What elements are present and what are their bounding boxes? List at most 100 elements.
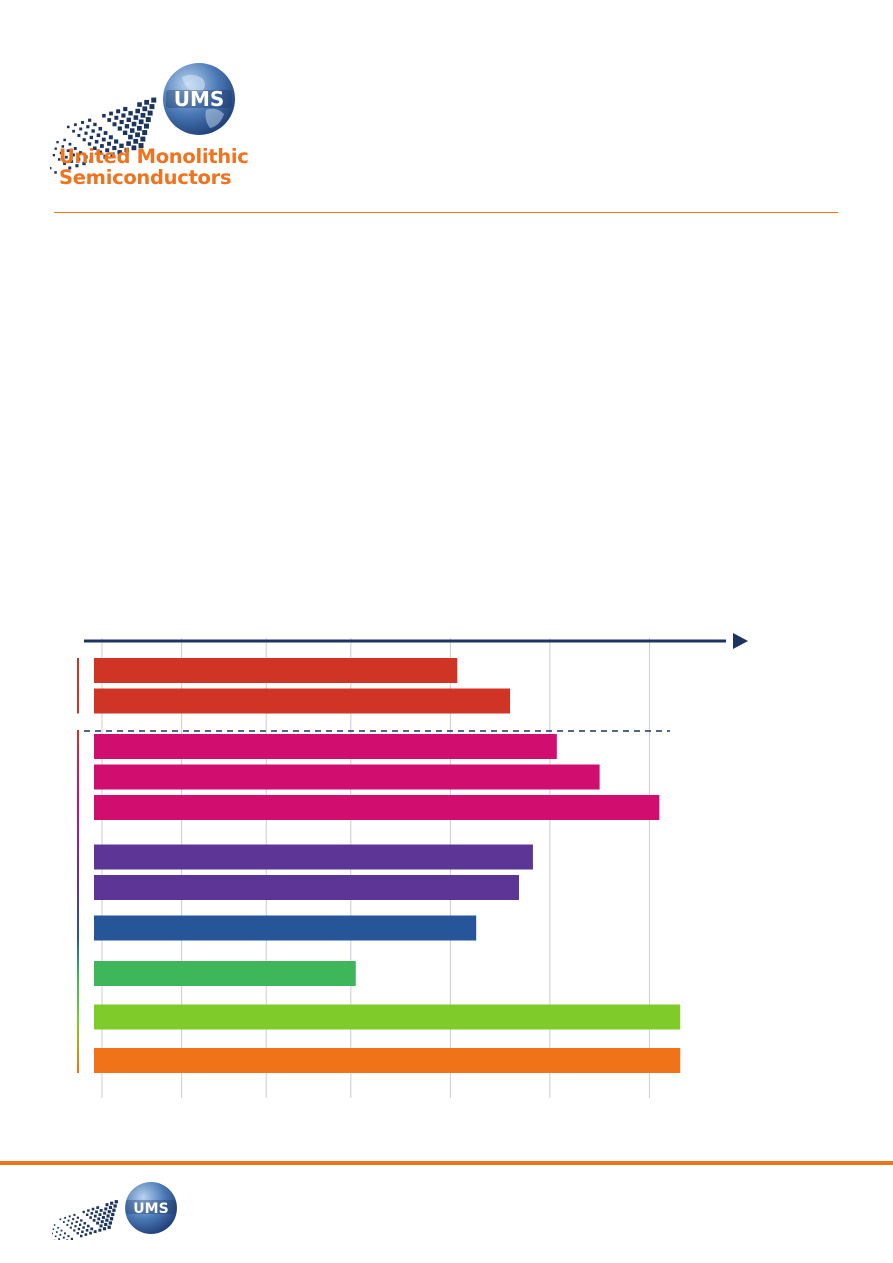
logo-dot-78 (93, 1230, 97, 1234)
logo-dot-41 (83, 1222, 87, 1225)
logo-dot-53 (82, 1226, 85, 1229)
logo-dot-55 (96, 1221, 100, 1225)
logo-dot-59 (64, 155, 68, 159)
logo-dot-18 (128, 111, 133, 116)
logo-dot-30 (93, 1214, 97, 1218)
logo-dot-39 (74, 1225, 77, 1228)
logo-dot-11 (53, 1224, 56, 1226)
logo-dot-49 (59, 1233, 62, 1236)
logo-dot-47 (59, 151, 63, 155)
logo-text-small: UMS (133, 1201, 168, 1217)
header-divider (54, 212, 838, 213)
logo-dot-78 (126, 141, 131, 146)
logo-dot-36 (56, 1231, 58, 1233)
logo-dot-35 (61, 145, 65, 148)
logo-dot-61 (62, 1236, 65, 1239)
logo-dot-80 (140, 136, 146, 142)
logo-dot-50 (87, 142, 92, 146)
logo-dot-20 (142, 106, 148, 112)
logo-dot-22 (56, 141, 59, 144)
logo-dot-8 (137, 102, 142, 107)
logo-dot-31 (98, 1213, 102, 1217)
logo-dot-28 (112, 122, 117, 127)
bar-chart (77, 633, 748, 1098)
logo-dot-3 (88, 118, 92, 122)
logo-dot-66 (90, 1227, 94, 1231)
logo-dot-5 (87, 1209, 90, 1212)
bar-g4-0 (94, 961, 356, 986)
logo-dot-12 (79, 127, 83, 131)
logo-dot-46 (52, 154, 56, 157)
logo-dot-11 (72, 129, 75, 133)
logo-dot-84 (82, 161, 86, 166)
logo-dot-46 (111, 1212, 115, 1217)
logo-dot-2 (68, 1215, 71, 1218)
logo-dot-70 (63, 162, 66, 166)
footer-divider (0, 1161, 893, 1165)
logo-dot-65 (114, 139, 119, 144)
logo-dot-64 (81, 1230, 84, 1234)
logo-dot-17 (90, 1212, 94, 1215)
logo-dot-27 (75, 1220, 78, 1224)
logo-dot-77 (89, 1231, 92, 1235)
logo-dot-33 (147, 110, 153, 116)
logo-dot-54 (86, 1224, 90, 1228)
logo-dot-60 (58, 1238, 61, 1240)
logo-dot-87 (110, 152, 115, 157)
company-name-line1: United Monolithic (59, 145, 249, 168)
logo-dot-38 (89, 135, 94, 140)
logo-dot-40 (103, 131, 108, 135)
logo-dot-26 (70, 1222, 74, 1225)
logo-dot-88 (117, 150, 122, 155)
logo-dot-39 (96, 133, 101, 138)
bar-g0-1 (94, 688, 511, 714)
logo-dot-56 (136, 125, 142, 131)
logo-dot-41 (117, 126, 122, 131)
logo-dot-16 (114, 115, 119, 120)
logo-dot-49 (73, 146, 77, 150)
logo-dot-67 (99, 1224, 103, 1228)
bracket-bottom (77, 730, 79, 1073)
logo-dot-76 (112, 145, 117, 151)
logo-dot-18 (95, 1210, 98, 1214)
logo-dot-32 (140, 112, 146, 118)
logo-dot-31 (133, 115, 139, 120)
logo-dot-57 (143, 123, 149, 129)
logo-dot-63 (76, 1232, 79, 1235)
logo-dot-10 (151, 97, 157, 103)
bar-g0-0 (94, 658, 458, 683)
bar-g1-2 (94, 795, 660, 820)
logo-dot-48 (54, 1235, 57, 1238)
logo-dot-21 (108, 1205, 113, 1210)
logo-dot-75 (79, 1234, 83, 1238)
logo-dot-1 (74, 123, 77, 127)
logo-dot-89 (124, 147, 130, 153)
logo-dot-72 (77, 157, 81, 161)
logo-dot-44 (101, 1215, 105, 1219)
logo-dot-48 (66, 149, 70, 153)
x-axis (84, 633, 748, 732)
bar-g6-0 (94, 1048, 681, 1073)
logo-dot-82 (68, 166, 72, 170)
logo-dot-14 (93, 122, 97, 127)
logo-dot-17 (121, 113, 126, 118)
logo-dot-51 (73, 1229, 76, 1232)
logo-dot-22 (113, 1204, 117, 1208)
logo-dot-5 (109, 111, 113, 116)
logo-dot-16 (85, 1213, 89, 1217)
logo-dot-61 (78, 151, 83, 155)
logo-dot-57 (105, 1218, 109, 1222)
logo-dot-74 (70, 1237, 74, 1240)
logo-dot-37 (82, 138, 86, 142)
logo-dot-15 (107, 118, 112, 122)
logo-dot-60 (71, 153, 75, 157)
logo-dot-69 (108, 1221, 112, 1225)
logo-dot-45 (106, 1214, 110, 1218)
logo-dot-65 (85, 1229, 89, 1232)
logo-dot-10 (114, 1200, 118, 1204)
logo-dot-24 (77, 133, 81, 137)
logo-dot-35 (52, 1232, 53, 1235)
logo-dot-40 (78, 1223, 82, 1226)
logo-dot-43 (97, 1217, 101, 1221)
logo-text: UMS (174, 87, 225, 111)
